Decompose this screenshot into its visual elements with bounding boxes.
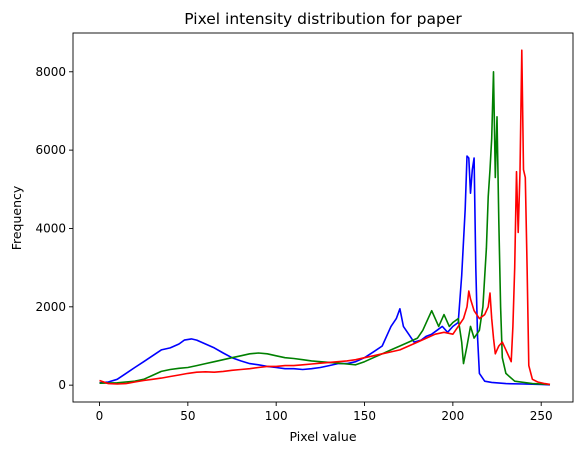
y-tick-label: 6000 bbox=[35, 143, 66, 157]
y-axis: 0 2000 4000 6000 8000 bbox=[35, 65, 73, 392]
series-layer bbox=[99, 49, 551, 386]
y-tick-label: 2000 bbox=[35, 300, 66, 314]
y-tick-label: 8000 bbox=[35, 65, 66, 79]
x-tick-label: 100 bbox=[265, 409, 288, 423]
plot-frame bbox=[72, 32, 574, 403]
x-tick-label: 250 bbox=[530, 409, 553, 423]
x-tick-label: 150 bbox=[353, 409, 376, 423]
y-tick-label: 0 bbox=[58, 378, 66, 392]
x-axis: 0 50 100 150 200 250 bbox=[96, 402, 553, 423]
y-tick-label: 4000 bbox=[35, 221, 66, 235]
series-line-2 bbox=[99, 71, 551, 386]
series-line-1 bbox=[99, 155, 551, 386]
x-tick-label: 0 bbox=[96, 409, 104, 423]
series-line-3 bbox=[99, 49, 551, 386]
x-tick-label: 200 bbox=[441, 409, 464, 423]
x-axis-label: Pixel value bbox=[289, 429, 356, 444]
y-axis-label: Frequency bbox=[9, 185, 24, 250]
x-tick-label: 50 bbox=[180, 409, 195, 423]
chart-title: Pixel intensity distribution for paper bbox=[184, 10, 462, 28]
